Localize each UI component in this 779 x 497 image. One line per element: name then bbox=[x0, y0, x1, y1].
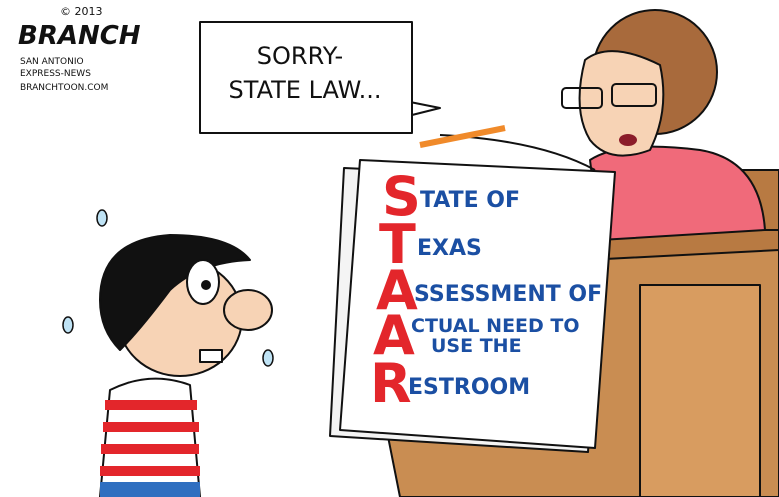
sign-word: TATE OF bbox=[420, 188, 520, 213]
copyright: © 2013 bbox=[60, 5, 103, 18]
publication: EXPRESS-NEWS bbox=[20, 69, 91, 79]
mouth bbox=[619, 134, 637, 146]
podium-panel bbox=[640, 285, 760, 497]
pants bbox=[100, 482, 200, 497]
bubble-text: SORRY- bbox=[257, 42, 343, 70]
website: BRANCHTOON.COM bbox=[20, 83, 108, 93]
pupil bbox=[201, 280, 211, 290]
nose bbox=[224, 290, 272, 330]
sign-initial: R bbox=[370, 352, 412, 415]
shirt bbox=[100, 379, 200, 497]
sign-word: USE THE bbox=[431, 335, 522, 357]
artist: BRANCH bbox=[18, 21, 141, 51]
sign-word: ESTROOM bbox=[408, 375, 530, 400]
sign-word: SSESSMENT OF bbox=[414, 282, 602, 307]
teeth bbox=[200, 350, 222, 362]
cartoon: SORRY- STATE LAW... STATE OFTEXASASSESSM… bbox=[0, 0, 779, 497]
sign-word: EXAS bbox=[417, 236, 482, 261]
sign-word: CTUAL NEED TO bbox=[411, 315, 580, 337]
bubble-text: STATE LAW... bbox=[229, 76, 382, 104]
publication: SAN ANTONIO bbox=[20, 57, 84, 67]
